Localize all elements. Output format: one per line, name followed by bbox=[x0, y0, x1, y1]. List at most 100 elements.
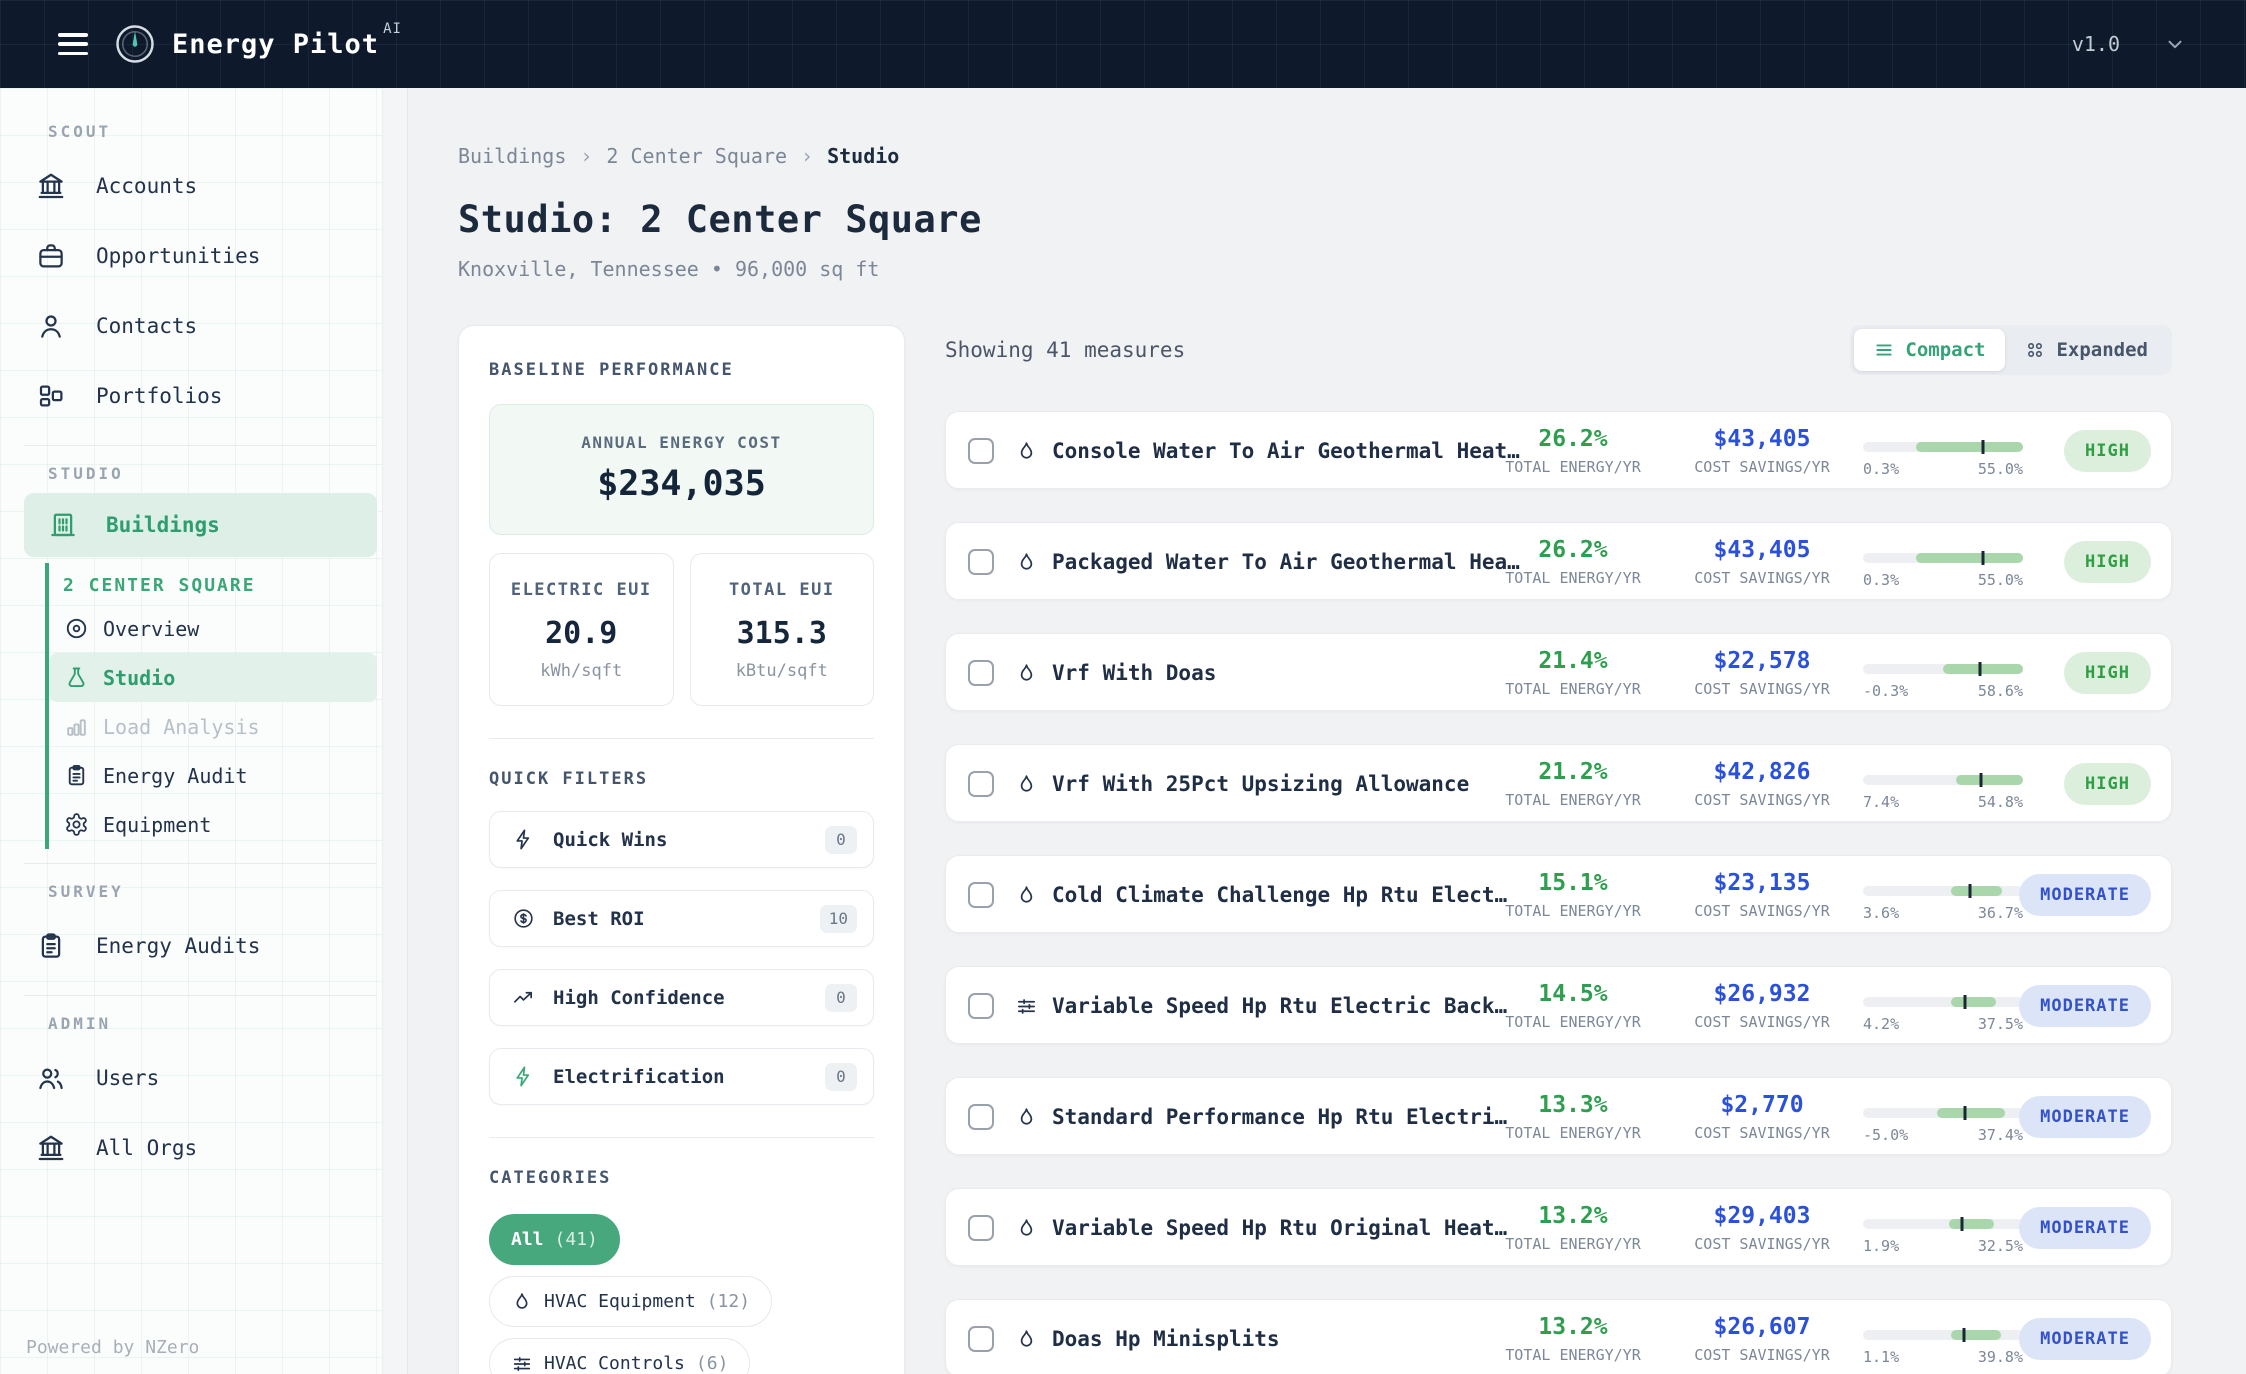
breadcrumb-building[interactable]: 2 Center Square bbox=[606, 144, 788, 168]
measure-checkbox[interactable] bbox=[968, 771, 994, 797]
range-max-label: 55.0% bbox=[1977, 571, 2023, 589]
flame-icon bbox=[1015, 440, 1038, 463]
savings-range-fill bbox=[1915, 553, 2023, 563]
energy-label: TOTAL ENERGY/YR bbox=[1505, 902, 1641, 920]
range-min-label: 7.4% bbox=[1863, 793, 1900, 811]
energy-stat: 13.2% TOTAL ENERGY/YR bbox=[1478, 1314, 1668, 1364]
app-badge: AI bbox=[383, 20, 402, 37]
measure-checkbox[interactable] bbox=[968, 549, 994, 575]
measure-checkbox[interactable] bbox=[968, 1326, 994, 1352]
sidebar-item-overview[interactable]: Overview bbox=[49, 604, 377, 653]
cost-stat: $22,578 COST SAVINGS/YR bbox=[1672, 648, 1852, 698]
hamburger-menu-icon[interactable] bbox=[58, 33, 88, 55]
flame-icon bbox=[1015, 1328, 1038, 1351]
confidence-badge: HIGH bbox=[2064, 652, 2151, 694]
main-content: Buildings › 2 Center Square › Studio Stu… bbox=[408, 88, 2246, 1374]
expanded-view-button[interactable]: Expanded bbox=[2005, 329, 2168, 371]
measure-title: Vrf With 25Pct Upsizing Allowance bbox=[1052, 772, 1470, 796]
range-min-label: -0.3% bbox=[1863, 682, 1909, 700]
measure-row[interactable]: Vrf With 25Pct Upsizing Allowance 21.2% … bbox=[945, 744, 2172, 822]
measure-checkbox[interactable] bbox=[968, 882, 994, 908]
electric-eui-value: 20.9 bbox=[545, 616, 618, 651]
cost-stat: $43,405 COST SAVINGS/YR bbox=[1672, 537, 1852, 587]
category-pill-hvac-controls[interactable]: HVAC Controls (6) bbox=[489, 1338, 751, 1374]
savings-range-tick bbox=[1968, 884, 1972, 898]
savings-range-track bbox=[1863, 1328, 2023, 1342]
sidebar-item-label: Equipment bbox=[103, 812, 212, 837]
sidebar-item-accounts[interactable]: Accounts bbox=[0, 151, 407, 221]
savings-range-fill bbox=[1949, 1219, 1995, 1229]
electric-eui-label: ELECTRIC EUI bbox=[510, 580, 652, 600]
savings-range-track bbox=[1863, 773, 2023, 787]
measure-title: Doas Hp Minisplits bbox=[1052, 1327, 1280, 1351]
sidebar-item-label: Studio bbox=[103, 665, 176, 690]
sidebar-item-equipment[interactable]: Equipment bbox=[49, 800, 377, 849]
sidebar-item-label: Contacts bbox=[96, 314, 198, 338]
filter-electrification[interactable]: Electrification 0 bbox=[489, 1048, 874, 1105]
breadcrumb-buildings[interactable]: Buildings bbox=[458, 144, 567, 168]
compact-label: Compact bbox=[1905, 339, 1986, 361]
savings-range-track bbox=[1863, 995, 2023, 1009]
savings-range: 3.6% 36.7% bbox=[1863, 884, 2023, 922]
filter-best-roi[interactable]: Best ROI 10 bbox=[489, 890, 874, 947]
electric-eui-card: ELECTRIC EUI 20.9 kWh/sqft bbox=[489, 553, 674, 706]
measure-row[interactable]: Variable Speed Hp Rtu Electric Back… 14.… bbox=[945, 966, 2172, 1044]
sidebar-item-label: Buildings bbox=[106, 513, 220, 537]
section-label-admin: ADMIN bbox=[48, 1014, 112, 1033]
measure-title: Variable Speed Hp Rtu Original Heat… bbox=[1052, 1216, 1508, 1240]
filter-count-badge: 0 bbox=[825, 825, 857, 854]
chevron-down-icon[interactable] bbox=[2164, 33, 2186, 55]
measure-row[interactable]: Doas Hp Minisplits 13.2% TOTAL ENERGY/YR… bbox=[945, 1299, 2172, 1374]
measure-checkbox[interactable] bbox=[968, 993, 994, 1019]
version-label: v1.0 bbox=[2071, 32, 2120, 56]
cost-label: COST SAVINGS/YR bbox=[1694, 1124, 1830, 1142]
measure-row[interactable]: Variable Speed Hp Rtu Original Heat… 13.… bbox=[945, 1188, 2172, 1266]
savings-range-tick bbox=[1963, 995, 1967, 1009]
flame-icon bbox=[1015, 773, 1038, 796]
sidebar-item-label: Users bbox=[96, 1066, 160, 1090]
clipboard-icon bbox=[64, 763, 89, 788]
filter-quick-wins[interactable]: Quick Wins 0 bbox=[489, 811, 874, 868]
range-max-label: 32.5% bbox=[1977, 1237, 2023, 1255]
cost-value: $23,135 bbox=[1713, 870, 1811, 896]
cost-label: COST SAVINGS/YR bbox=[1694, 1013, 1830, 1031]
sidebar-item-energy-audit[interactable]: Energy Audit bbox=[49, 751, 377, 800]
sidebar-item-buildings[interactable]: Buildings bbox=[24, 493, 377, 557]
sidebar-item-portfolios[interactable]: Portfolios bbox=[0, 361, 407, 431]
bar-chart-icon bbox=[64, 714, 89, 739]
building-subnav: 2 CENTER SQUARE Overview Studio Load Ana… bbox=[45, 563, 377, 849]
clipboard-icon bbox=[36, 931, 66, 961]
compact-view-button[interactable]: Compact bbox=[1854, 329, 2006, 371]
filter-high-confidence[interactable]: High Confidence 0 bbox=[489, 969, 874, 1026]
measure-checkbox[interactable] bbox=[968, 1215, 994, 1241]
measure-row[interactable]: Vrf With Doas 21.4% TOTAL ENERGY/YR $22,… bbox=[945, 633, 2172, 711]
sidebar-item-studio[interactable]: Studio bbox=[49, 653, 377, 702]
sidebar-item-opportunities[interactable]: Opportunities bbox=[0, 221, 407, 291]
measure-row[interactable]: Packaged Water To Air Geothermal Hea… 26… bbox=[945, 522, 2172, 600]
category-pill-all[interactable]: All (41) bbox=[489, 1214, 620, 1265]
lightning-icon bbox=[512, 1065, 535, 1088]
sidebar-item-contacts[interactable]: Contacts bbox=[0, 291, 407, 361]
bank-icon bbox=[36, 1133, 66, 1163]
pill-label: HVAC Controls bbox=[544, 1353, 685, 1374]
flame-icon bbox=[1015, 1106, 1038, 1129]
category-pill-hvac-equipment[interactable]: HVAC Equipment (12) bbox=[489, 1276, 773, 1327]
measure-checkbox[interactable] bbox=[968, 1104, 994, 1130]
measure-title: Vrf With Doas bbox=[1052, 661, 1217, 685]
flame-icon bbox=[1015, 884, 1038, 907]
measure-row[interactable]: Cold Climate Challenge Hp Rtu Elect… 15.… bbox=[945, 855, 2172, 933]
sidebar-item-users[interactable]: Users bbox=[0, 1043, 407, 1113]
range-min-label: 0.3% bbox=[1863, 460, 1900, 478]
page-subtitle: Knoxville, Tennessee • 96,000 sq ft bbox=[458, 257, 880, 281]
measure-row[interactable]: Standard Performance Hp Rtu Electri… 13.… bbox=[945, 1077, 2172, 1155]
cost-label: COST SAVINGS/YR bbox=[1694, 1235, 1830, 1253]
sidebar-item-energy-audits[interactable]: Energy Audits bbox=[0, 911, 407, 981]
savings-range: 7.4% 54.8% bbox=[1863, 773, 2023, 811]
measure-checkbox[interactable] bbox=[968, 660, 994, 686]
measure-row[interactable]: Console Water To Air Geothermal Heat… 26… bbox=[945, 411, 2172, 489]
savings-range-tick bbox=[1981, 551, 1985, 565]
energy-value: 21.2% bbox=[1538, 759, 1608, 785]
measure-checkbox[interactable] bbox=[968, 438, 994, 464]
sidebar-item-all-orgs[interactable]: All Orgs bbox=[0, 1113, 407, 1183]
range-max-label: 37.4% bbox=[1977, 1126, 2023, 1144]
